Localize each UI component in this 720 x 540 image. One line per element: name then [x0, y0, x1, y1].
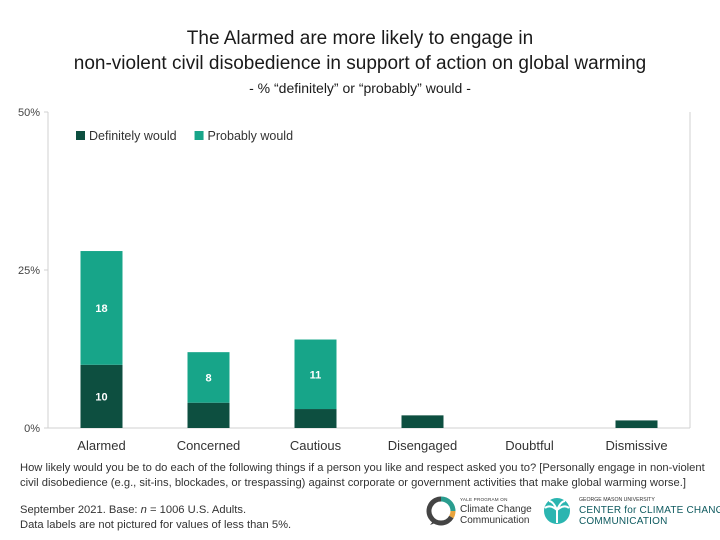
bar-definitely [294, 409, 337, 428]
footnote-base-suffix: = 1006 U.S. Adults. [146, 504, 247, 516]
footnote-base: September 2021. Base: n = 1006 U.S. Adul… [20, 503, 410, 518]
bar-probably [187, 352, 230, 403]
x-tick-label: Alarmed [77, 438, 125, 453]
survey-question: How likely would you be to do each of th… [20, 462, 705, 489]
footnote: September 2021. Base: n = 1006 U.S. Adul… [20, 503, 410, 533]
y-tick-label: 25% [18, 265, 40, 277]
x-tick-label: Cautious [290, 438, 342, 453]
legend-label: Definitely would [89, 129, 177, 143]
x-tick-label: Disengaged [388, 438, 457, 453]
bar-probably [80, 251, 123, 365]
yale-climate-logo: YALE PROGRAM ON Climate Change Communica… [426, 495, 546, 527]
gmu-climate-logo: GEORGE MASON UNIVERSITY CENTER for CLIMA… [541, 495, 720, 527]
data-label: 10 [95, 391, 107, 403]
gmu-logo-small-text: GEORGE MASON UNIVERSITY [579, 497, 655, 503]
x-tick-label: Concerned [177, 438, 241, 453]
chart-title-line1: The Alarmed are more likely to engage in [186, 28, 534, 49]
footnote-base-n: n [140, 504, 147, 516]
x-tick-label: Dismissive [605, 438, 667, 453]
data-label: 18 [95, 303, 107, 315]
data-label: 11 [310, 369, 322, 381]
yale-speech-bubble-icon [426, 496, 456, 526]
x-tick-label: Doubtful [505, 438, 554, 453]
footnote-note: Data labels are not pictured for values … [20, 519, 292, 531]
legend-swatch [194, 131, 204, 140]
bar-definitely [80, 364, 123, 428]
chart-title-line2: non-violent civil disobedience in suppor… [73, 53, 647, 74]
bar-probably [294, 339, 337, 410]
chart-title: The Alarmed are more likely to engage in… [0, 26, 720, 76]
legend-swatch [76, 131, 85, 140]
bar-definitely [187, 402, 230, 428]
legend-label: Probably would [208, 129, 294, 143]
yale-logo-line2: Communication [460, 515, 530, 526]
data-label: 8 [205, 372, 211, 384]
gmu-palm-icon [544, 498, 570, 524]
y-tick-label: 50% [18, 107, 40, 119]
y-tick-label: 0% [24, 423, 40, 435]
gmu-logo-line2: COMMUNICATION [579, 516, 668, 527]
yale-logo-small-text: YALE PROGRAM ON [460, 497, 508, 502]
bar-definitely [401, 415, 444, 428]
yale-logo-line1: Climate Change [460, 504, 532, 515]
gmu-logo-line1: CENTER for CLIMATE CHANGE [579, 505, 720, 516]
bar-definitely [615, 420, 658, 428]
chart-subtitle: - % “definitely” or “probably” would - [249, 80, 471, 96]
footnote-base-prefix: September 2021. Base: [20, 504, 141, 516]
